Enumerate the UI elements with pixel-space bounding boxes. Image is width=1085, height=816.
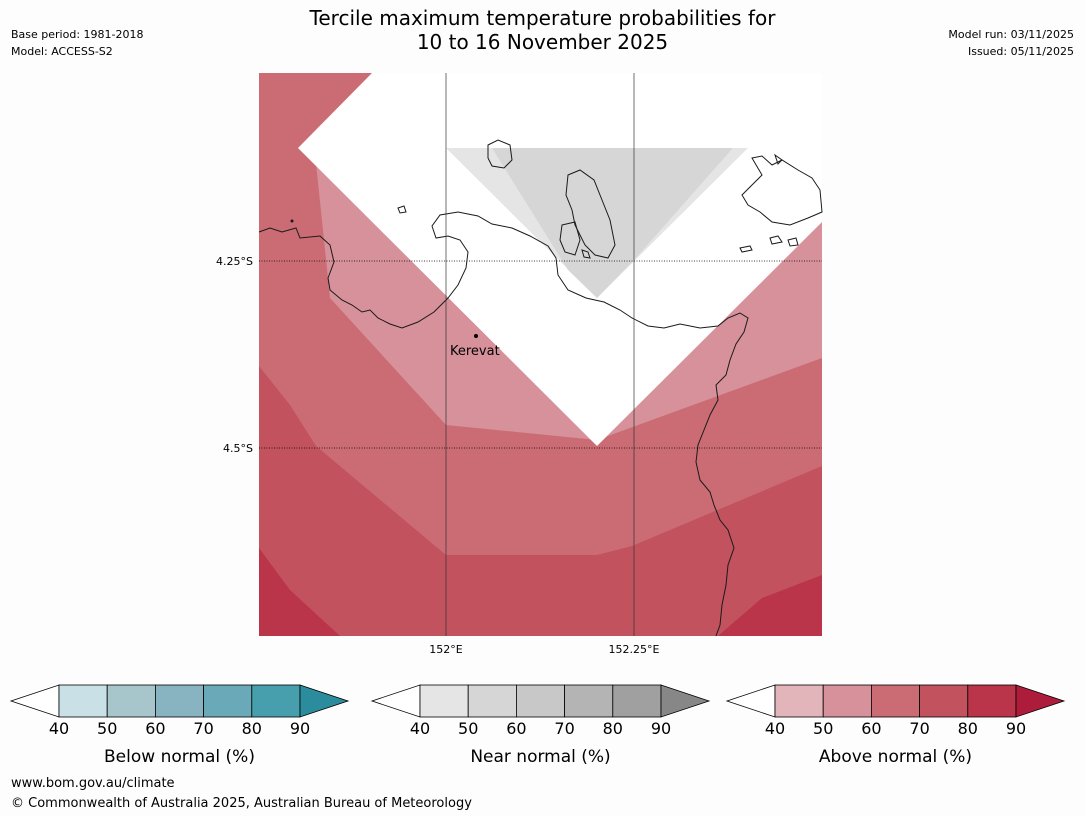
colorbar-segment [203, 684, 253, 718]
model-name: Model: ACCESS-S2 [11, 45, 113, 58]
colorbar-tick-label: 60 [506, 719, 526, 738]
colorbar-tick-label: 80 [242, 719, 262, 738]
colorbar-tick-label: 80 [603, 719, 623, 738]
colorbar-left-extend [725, 684, 776, 718]
colorbar-tick-label: 40 [765, 719, 785, 738]
model-run: Model run: 03/11/2025 [948, 28, 1074, 41]
title-line-1: Tercile maximum temperature probabilitie… [309, 6, 776, 30]
colorbar-label: Near normal (%) [470, 747, 610, 767]
colorbar-segment [106, 684, 156, 718]
colorbar-near-normal: 40 50 60 70 80 90 Near normal (%) [370, 684, 711, 767]
colorbar-tick-label: 90 [651, 719, 671, 738]
lat-label-2: 4.5°S [223, 442, 253, 455]
footer-url[interactable]: www.bom.gov.au/climate [11, 776, 175, 791]
base-period: Base period: 1981-2018 [11, 28, 144, 41]
coastline [258, 139, 823, 637]
islet [290, 219, 294, 223]
colorbar-left-extend [9, 684, 60, 718]
colorbar-tick-label: 70 [909, 719, 929, 738]
colorbar-tick-label: 60 [145, 719, 165, 738]
colorbar-segment [516, 684, 566, 718]
colorbar-tick-label: 90 [1006, 719, 1026, 738]
colorbar-label: Below normal (%) [104, 747, 255, 767]
colorbar-tick-label: 40 [49, 719, 69, 738]
colorbar-tick-label: 50 [813, 719, 833, 738]
colorbar-label: Above normal (%) [819, 747, 972, 767]
lon-label-2: 152.25°E [609, 643, 660, 656]
lon-label-1: 152°E [429, 643, 462, 656]
meta-left: Base period: 1981-2018 Model: ACCESS-S2 [11, 26, 143, 60]
colorbar-tick-label: 70 [554, 719, 574, 738]
lat-label-1: 4.25°S [216, 255, 253, 268]
issued-date: Issued: 05/11/2025 [967, 45, 1074, 58]
near-normal-50-60 [492, 148, 733, 298]
footer: www.bom.gov.au/climate © Commonwealth of… [11, 774, 472, 814]
probability-field [259, 73, 822, 636]
colorbar-tick-label: 70 [193, 719, 213, 738]
colorbar-tick-label: 60 [861, 719, 881, 738]
colorbar-below-normal: 40 50 60 70 80 90 Below normal (%) [9, 684, 350, 767]
title-line-2: 10 to 16 November 2025 [416, 30, 669, 54]
colorbar-right-extend [1015, 684, 1066, 718]
gridlines [259, 73, 822, 636]
colorbar-segment [919, 684, 969, 718]
colorbar-tick-label: 90 [290, 719, 310, 738]
colorbar-segment [822, 684, 872, 718]
meta-right: Model run: 03/11/2025 Issued: 05/11/2025 [948, 26, 1074, 60]
colorbar-above-normal: 40 50 60 70 80 90 Above normal (%) [725, 684, 1066, 767]
chart-title: Tercile maximum temperature probabilitie… [0, 6, 1085, 54]
colorbar-tick-label: 50 [458, 719, 478, 738]
colorbar-segment [467, 684, 517, 718]
kerevat-marker [474, 334, 478, 338]
colorbar-segment [564, 684, 614, 718]
colorbar-right-extend [660, 684, 711, 718]
colorbar-segment [612, 684, 662, 718]
colorbar-segment [58, 684, 108, 718]
footer-copyright: © Commonwealth of Australia 2025, Austra… [11, 796, 472, 811]
place-label: Kerevat [450, 344, 500, 359]
colorbar-segment [774, 684, 824, 718]
colorbar-segment [251, 684, 301, 718]
colorbar-tick-label: 80 [958, 719, 978, 738]
colorbar-segment [419, 684, 469, 718]
colorbar-tick-label: 40 [410, 719, 430, 738]
colorbar-tick-label: 50 [97, 719, 117, 738]
colorbar-segment [967, 684, 1017, 718]
colorbar-left-extend [370, 684, 421, 718]
colorbar-segment [871, 684, 921, 718]
colorbar-right-extend [299, 684, 350, 718]
colorbar-segment [154, 684, 204, 718]
